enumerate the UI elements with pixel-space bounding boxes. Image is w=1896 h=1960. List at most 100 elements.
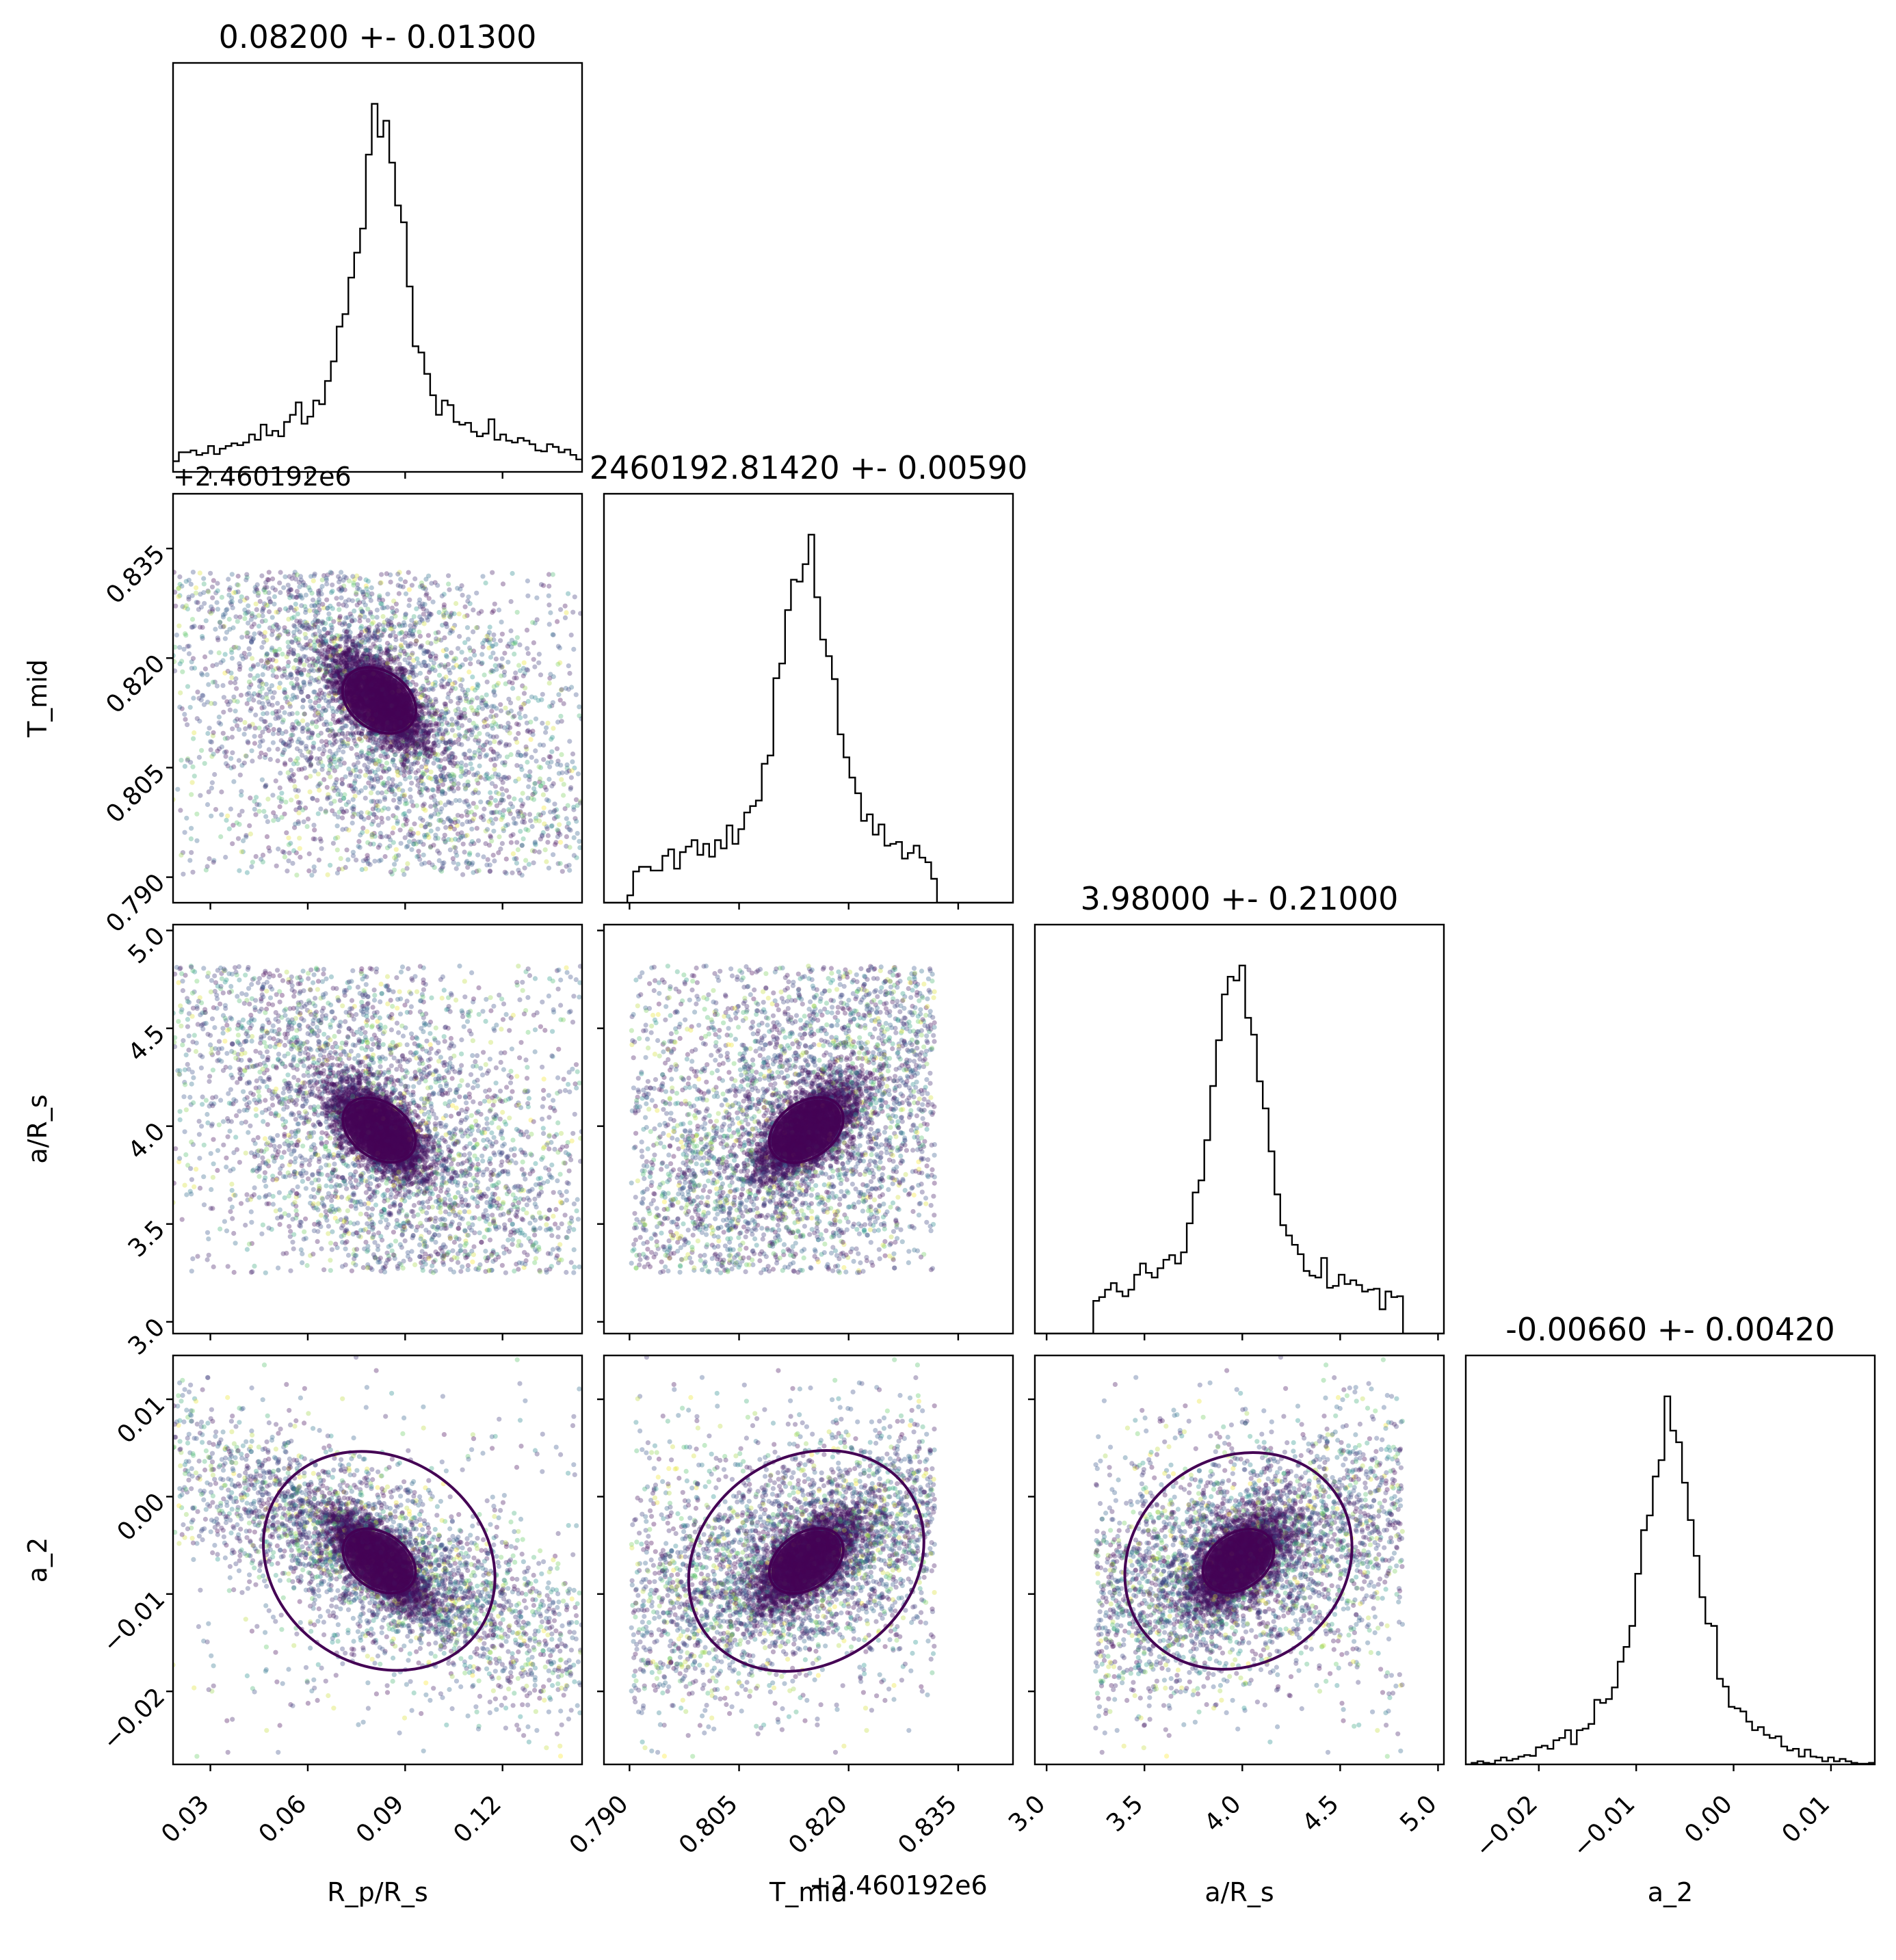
sample-point	[399, 629, 405, 635]
sample-point	[365, 590, 371, 595]
sample-point	[438, 683, 444, 688]
sample-point	[295, 611, 300, 617]
sample-point	[194, 716, 200, 721]
sample-point	[473, 625, 479, 631]
sample-point	[412, 735, 418, 741]
sample-point	[449, 722, 455, 728]
sample-point	[324, 784, 330, 790]
sample-point	[359, 624, 365, 629]
sample-point	[274, 609, 279, 615]
sample-point	[477, 751, 483, 756]
sample-point	[406, 743, 411, 748]
sample-point	[276, 708, 282, 714]
sample-point	[469, 839, 475, 845]
sample-point	[288, 757, 293, 763]
sample-point	[360, 609, 366, 615]
sample-point	[425, 640, 431, 646]
sample-point	[338, 792, 343, 797]
sample-point	[291, 683, 297, 689]
sample-point	[465, 598, 471, 604]
sample-point	[531, 657, 536, 662]
sample-point	[493, 657, 499, 662]
sample-point	[417, 857, 423, 862]
sample-point	[229, 572, 235, 577]
sample-point	[338, 674, 343, 680]
sample-point	[345, 639, 350, 644]
sample-point	[572, 594, 577, 600]
sample-point	[437, 731, 443, 737]
sample-point	[517, 642, 523, 648]
sample-point	[470, 729, 475, 734]
sample-point	[519, 767, 525, 772]
sample-point	[242, 616, 248, 622]
sample-point	[499, 656, 505, 661]
sample-point	[287, 776, 293, 782]
sample-point	[226, 826, 232, 832]
sample-point	[453, 708, 458, 713]
sample-point	[332, 675, 337, 680]
sample-point	[420, 604, 425, 609]
sample-point	[238, 693, 244, 698]
sample-point	[211, 578, 216, 583]
sample-point	[419, 823, 424, 829]
sample-point	[401, 872, 407, 877]
sample-point	[436, 789, 441, 794]
sample-point	[398, 577, 404, 582]
sample-point	[407, 597, 412, 602]
sample-point	[221, 695, 226, 700]
sample-point	[314, 659, 320, 665]
sample-point	[283, 799, 289, 805]
sample-point	[497, 834, 502, 840]
sample-point	[391, 749, 397, 754]
sample-point	[334, 670, 340, 676]
sample-point	[365, 579, 371, 584]
sample-point	[410, 631, 416, 637]
sample-point	[401, 732, 406, 738]
sample-point	[430, 599, 436, 605]
sample-point	[337, 673, 342, 678]
sample-point	[358, 754, 363, 760]
sample-point	[315, 784, 321, 789]
sample-point	[406, 769, 412, 776]
sample-point	[343, 864, 348, 870]
sample-point	[268, 664, 274, 670]
sample-point	[471, 648, 477, 654]
sample-point	[242, 597, 248, 603]
sample-point	[567, 739, 572, 744]
sample-point	[425, 752, 431, 758]
sample-point	[367, 730, 372, 736]
sample-point	[187, 858, 193, 863]
sample-point	[399, 665, 404, 671]
sample-point	[373, 732, 379, 737]
sample-point	[391, 813, 396, 819]
sample-point	[202, 666, 208, 672]
sample-point	[197, 570, 202, 576]
sample-point	[382, 752, 388, 757]
sample-point	[378, 753, 384, 758]
sample-point	[301, 679, 306, 685]
sample-point	[365, 750, 371, 756]
sample-point	[423, 698, 429, 704]
sample-point	[363, 785, 368, 791]
sample-point	[190, 624, 196, 630]
sample-point	[235, 699, 240, 704]
sample-point	[323, 651, 328, 657]
sample-point	[522, 865, 527, 871]
sample-point	[341, 583, 347, 589]
sample-point	[555, 661, 561, 667]
sample-point	[329, 625, 334, 631]
sample-point	[359, 738, 365, 743]
sample-point	[490, 714, 497, 719]
sample-point	[209, 780, 215, 786]
sample-point	[518, 752, 524, 758]
sample-point	[346, 646, 352, 652]
sample-point	[374, 607, 380, 613]
sample-point	[414, 739, 420, 745]
sample-point	[404, 755, 410, 761]
sample-point	[350, 639, 356, 645]
sample-point	[408, 794, 413, 799]
sample-point	[491, 704, 497, 709]
sample-point	[456, 862, 461, 867]
sample-point	[493, 713, 499, 718]
sample-point	[294, 589, 300, 594]
